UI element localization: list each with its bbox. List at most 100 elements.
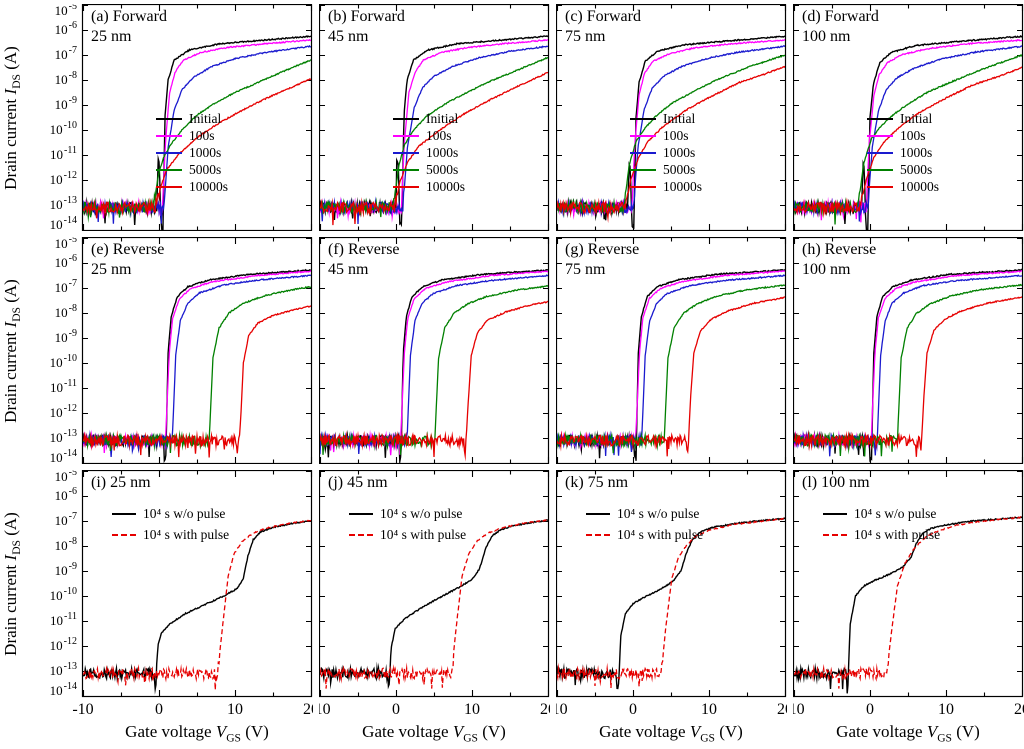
x-axis-title-col1: Gate voltage VGS (V) bbox=[125, 722, 269, 744]
legend-item-label: 100s bbox=[900, 127, 926, 143]
figure-row-pulse: (i) 25 nm 10⁴ s w/o pulse 10⁴ s with pul… bbox=[20, 470, 1024, 721]
legend-item: Initial bbox=[393, 110, 465, 127]
panel-i-canvas bbox=[20, 470, 313, 721]
panel-d-label: (d) Forward 100 nm bbox=[802, 8, 879, 45]
legend-line-swatch bbox=[867, 134, 893, 137]
legend-item: 10000s bbox=[393, 178, 465, 195]
figure-row-reverse: (e) Reverse 25 nm (f) Reverse 45 nm (g) Re… bbox=[20, 237, 1024, 464]
legend-item: 10⁴ s with pulse bbox=[586, 524, 703, 545]
panel-a: (a) Forward 25 nm Initial 100s 1000s 5000… bbox=[20, 4, 313, 231]
legend-item: 1000s bbox=[630, 144, 702, 161]
x-axis-subscript: GS bbox=[226, 731, 241, 745]
legend-item-label: 100s bbox=[189, 127, 215, 143]
legend-item: 100s bbox=[630, 127, 702, 144]
y-axis-variable: I bbox=[0, 88, 20, 95]
legend-item: 5000s bbox=[630, 161, 702, 178]
panel-g-canvas bbox=[556, 237, 787, 464]
panel-a-label: (a) Forward 25 nm bbox=[91, 8, 167, 45]
panel-k-legend: 10⁴ s w/o pulse 10⁴ s with pulse bbox=[586, 503, 703, 545]
legend-item: 10⁴ s w/o pulse bbox=[586, 503, 703, 524]
legend-line-swatch bbox=[393, 134, 419, 137]
legend-item-label: 5000s bbox=[189, 161, 222, 177]
legend-item-label: 10000s bbox=[189, 178, 229, 194]
legend-line-swatch bbox=[867, 151, 893, 154]
legend-item-label: 10⁴ s w/o pulse bbox=[617, 505, 700, 521]
panel-k-label: (k) 75 nm bbox=[565, 474, 629, 491]
panel-l-legend: 10⁴ s w/o pulse 10⁴ s with pulse bbox=[823, 503, 940, 545]
legend-item: 10000s bbox=[156, 178, 228, 195]
panel-g: (g) Reverse 75 nm bbox=[556, 237, 787, 464]
legend-line-swatch bbox=[393, 151, 419, 154]
legend-item: 100s bbox=[156, 127, 228, 144]
legend-item-label: 5000s bbox=[900, 161, 933, 177]
legend-item-label: 5000s bbox=[663, 161, 696, 177]
legend-line-swatch bbox=[393, 185, 419, 188]
panel-l-canvas bbox=[793, 470, 1024, 721]
panel-k-canvas bbox=[556, 470, 787, 721]
legend-line-swatch bbox=[867, 117, 893, 120]
panel-l: (l) 100 nm 10⁴ s w/o pulse 10⁴ s with pu… bbox=[793, 470, 1024, 721]
legend-item-label: Initial bbox=[663, 110, 696, 126]
panel-c: (c) Forward 75 nm Initial 100s 1000s 5000… bbox=[556, 4, 787, 231]
legend-item: 5000s bbox=[393, 161, 465, 178]
legend-line-swatch bbox=[630, 168, 656, 171]
legend-item: 5000s bbox=[867, 161, 939, 178]
legend-item-label: Initial bbox=[900, 110, 933, 126]
legend-line-swatch bbox=[112, 533, 136, 536]
legend-item-label: 1000s bbox=[426, 144, 459, 160]
legend-line-swatch bbox=[393, 168, 419, 171]
legend-item-label: 1000s bbox=[900, 144, 933, 160]
legend-item-label: 100s bbox=[663, 127, 689, 143]
legend-line-swatch bbox=[349, 533, 373, 536]
legend-item-label: 10⁴ s with pulse bbox=[143, 526, 230, 542]
legend-item: Initial bbox=[867, 110, 939, 127]
panel-d: (d) Forward 100 nm Initial 100s 1000s 500… bbox=[793, 4, 1024, 231]
panel-h-canvas bbox=[793, 237, 1024, 464]
y-axis-unit: (A) bbox=[0, 46, 20, 75]
legend-item-label: Initial bbox=[426, 110, 459, 126]
legend-line-swatch bbox=[823, 512, 847, 515]
legend-item-label: 100s bbox=[426, 127, 452, 143]
legend-line-swatch bbox=[630, 185, 656, 188]
legend-item: 1000s bbox=[156, 144, 228, 161]
legend-item: 10⁴ s w/o pulse bbox=[823, 503, 940, 524]
panel-j-label: (j) 45 nm bbox=[328, 474, 388, 491]
x-axis-title-col2: Gate voltage VGS (V) bbox=[362, 722, 506, 745]
x-axis-title-col3: Gate voltage VGS (V) bbox=[599, 722, 743, 745]
legend-line-swatch bbox=[156, 134, 182, 137]
panel-b-canvas bbox=[319, 4, 550, 231]
panel-j-canvas bbox=[319, 470, 550, 721]
legend-line-swatch bbox=[112, 512, 136, 515]
legend-item: Initial bbox=[630, 110, 702, 127]
legend-line-swatch bbox=[156, 151, 182, 154]
legend-item: 5000s bbox=[156, 161, 228, 178]
panel-e-label: (e) Reverse 25 nm bbox=[91, 241, 165, 278]
panel-a-legend: Initial 100s 1000s 5000s 10000s bbox=[156, 110, 228, 195]
legend-item-label: 10000s bbox=[426, 178, 466, 194]
legend-line-swatch bbox=[393, 117, 419, 120]
legend-item-label: 10⁴ s w/o pulse bbox=[143, 505, 226, 521]
legend-line-swatch bbox=[156, 168, 182, 171]
panel-d-legend: Initial 100s 1000s 5000s 10000s bbox=[867, 110, 939, 195]
legend-line-swatch bbox=[630, 117, 656, 120]
panel-b-legend: Initial 100s 1000s 5000s 10000s bbox=[393, 110, 465, 195]
y-axis-title-text: Drain current bbox=[0, 94, 20, 190]
legend-line-swatch bbox=[156, 185, 182, 188]
legend-item: 1000s bbox=[393, 144, 465, 161]
legend-item-label: 1000s bbox=[663, 144, 696, 160]
legend-line-swatch bbox=[630, 151, 656, 154]
panel-d-canvas bbox=[793, 4, 1024, 231]
legend-line-swatch bbox=[156, 117, 182, 120]
legend-item-label: 10⁴ s w/o pulse bbox=[854, 505, 937, 521]
legend-line-swatch bbox=[823, 533, 847, 536]
legend-item-label: 1000s bbox=[189, 144, 222, 160]
legend-item: 10000s bbox=[630, 178, 702, 195]
panel-l-label: (l) 100 nm bbox=[802, 474, 870, 491]
legend-line-swatch bbox=[349, 512, 373, 515]
legend-line-swatch bbox=[630, 134, 656, 137]
legend-item: Initial bbox=[156, 110, 228, 127]
panel-e: (e) Reverse 25 nm bbox=[20, 237, 313, 464]
x-axis-title-text: Gate voltage bbox=[125, 722, 216, 741]
panel-c-canvas bbox=[556, 4, 787, 231]
legend-line-swatch bbox=[867, 168, 893, 171]
